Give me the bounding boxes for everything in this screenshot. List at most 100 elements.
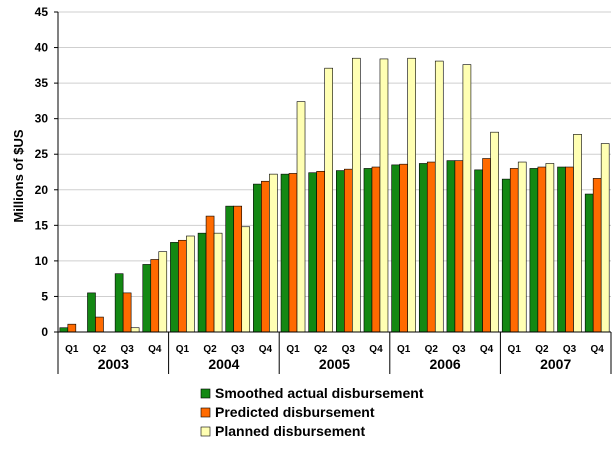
bar-planned-disbursement [241,226,251,333]
bar-planned-disbursement [490,131,499,333]
x-tick-label: Q2 [203,344,217,355]
bar-smoothed-actual-disbursement [363,168,373,333]
bar-smoothed-actual-disbursement [59,327,69,333]
x-tick-label: Q2 [93,344,107,355]
y-tick-label: 10 [35,254,49,268]
bar-predicted-disbursement [371,166,381,333]
x-tick-label: Q4 [148,344,162,355]
bar-smoothed-actual-disbursement [170,242,179,333]
legend-swatch [200,407,211,418]
bar-smoothed-actual-disbursement [114,273,124,333]
bars [59,57,610,333]
bar-predicted-disbursement [454,160,464,333]
x-tick-label: Q2 [425,344,439,355]
y-axis-label: Millions of $US [11,129,26,223]
x-tick-label: Q1 [286,344,300,355]
x-tick-label: Q1 [65,344,79,355]
bar-planned-disbursement [158,251,168,333]
bar-smoothed-actual-disbursement [253,183,262,333]
y-tick-label: 20 [35,183,49,197]
bar-smoothed-actual-disbursement [308,172,317,333]
x-tick-label: Q1 [176,344,190,355]
bar-predicted-disbursement [233,205,243,333]
y-tick-label: 40 [35,41,49,55]
x-tick-label: Q3 [120,344,134,355]
x-tick-label: Q4 [591,344,605,355]
bar-predicted-disbursement [261,180,270,333]
x-tick-label: Q4 [369,344,383,355]
x-tick-label: Q3 [342,344,356,355]
legend-label: Smoothed actual disbursement [215,385,424,401]
bar-smoothed-actual-disbursement [391,164,400,333]
bar-predicted-disbursement [482,158,491,333]
x-tick-label: Q2 [535,344,549,355]
bar-smoothed-actual-disbursement [197,232,207,333]
bar-smoothed-actual-disbursement [474,169,483,333]
bar-smoothed-actual-disbursement [446,160,456,333]
year-label: 2004 [208,356,239,372]
bar-smoothed-actual-disbursement [225,205,235,333]
bar-planned-disbursement [296,101,306,333]
bar-smoothed-actual-disbursement [418,163,428,333]
axes [54,11,612,374]
bar-predicted-disbursement [426,161,436,333]
legend: Smoothed actual disbursement Predicted di… [200,385,424,439]
bar-planned-disbursement [186,235,195,333]
x-tick-label: Q2 [314,344,328,355]
bar-planned-disbursement [130,327,140,333]
legend-swatch [200,388,211,399]
x-tick-label: Q1 [508,344,522,355]
bar-smoothed-actual-disbursement [501,178,511,333]
bar-smoothed-actual-disbursement [557,166,566,333]
y-tick-label: 15 [35,218,49,232]
y-tick-label: 0 [41,325,48,339]
year-label: 2007 [540,356,571,372]
bar-smoothed-actual-disbursement [584,193,594,333]
bar-predicted-disbursement [344,168,353,333]
bar-planned-disbursement [434,60,444,333]
bar-planned-disbursement [324,67,333,333]
legend-swatch [200,426,211,437]
year-label: 2005 [319,356,350,372]
y-tick-labels: 0 5 10 15 20 25 30 35 40 45 [35,5,49,339]
bar-planned-disbursement [517,161,527,333]
bar-predicted-disbursement [592,178,602,333]
bar-predicted-disbursement [399,163,408,333]
bar-predicted-disbursement [122,292,132,333]
bar-planned-disbursement [269,173,278,333]
x-tick-label: Q3 [231,344,245,355]
x-tick-label: Q4 [480,344,494,355]
x-tick-labels: Q1 Q2 Q3 Q4 Q1 Q2 Q3 Q4 Q1 Q2 Q3 Q4 Q1 Q2 Q3 Q4 Q1 Q2 Q3 Q4 [65,344,604,355]
year-group-labels: 2003 2004 2005 2006 2007 [98,356,572,372]
bar-predicted-disbursement [67,323,77,333]
bar-predicted-disbursement [565,166,574,333]
bar-smoothed-actual-disbursement [529,168,539,333]
bar-planned-disbursement [379,58,389,333]
bar-planned-disbursement [573,134,582,333]
grid-lines [58,11,611,297]
bar-planned-disbursement [462,64,472,333]
bar-planned-disbursement [600,143,610,333]
y-tick-label: 30 [35,112,49,126]
bar-predicted-disbursement [150,259,160,333]
year-label: 2006 [430,356,461,372]
bar-planned-disbursement [213,232,223,333]
bar-smoothed-actual-disbursement [336,170,345,333]
bar-predicted-disbursement [95,316,104,333]
bar-predicted-disbursement [178,239,187,333]
x-tick-label: Q3 [563,344,577,355]
bar-predicted-disbursement [537,166,547,333]
y-tick-label: 25 [35,147,49,161]
bar-planned-disbursement [407,57,416,333]
bar-predicted-disbursement [509,168,519,333]
bar-predicted-disbursement [316,170,325,333]
bar-smoothed-actual-disbursement [280,173,290,333]
x-tick-label: Q1 [397,344,411,355]
bar-predicted-disbursement [288,173,298,333]
legend-label: Predicted disbursement [215,404,375,420]
bar-predicted-disbursement [205,215,215,333]
y-tick-label: 45 [35,5,49,19]
bar-planned-disbursement [545,163,555,333]
